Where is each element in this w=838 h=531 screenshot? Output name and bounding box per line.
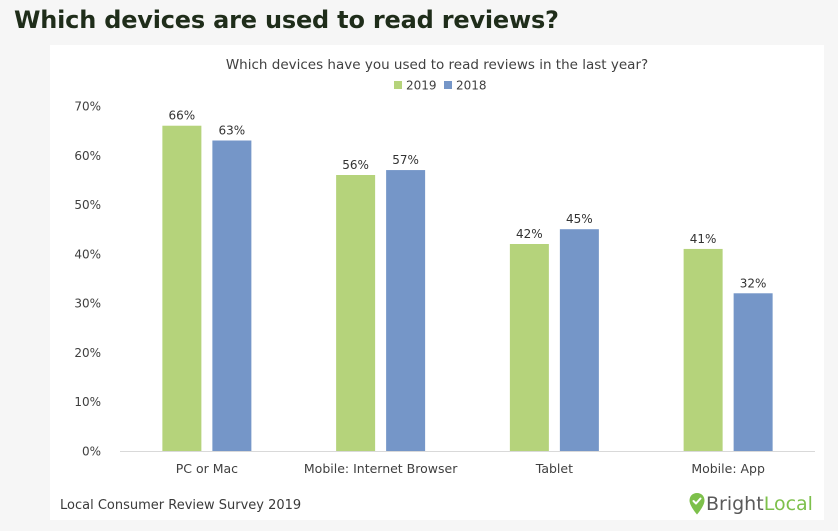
brand-name-second: Local: [763, 493, 813, 515]
legend-label-2019: 2019: [406, 79, 437, 93]
legend-label-2018: 2018: [456, 79, 487, 93]
bar-2019: [509, 244, 549, 451]
bar-2018: [386, 170, 426, 452]
brand-name-first: Bright: [706, 493, 764, 515]
y-tick-label: 60%: [74, 149, 101, 163]
y-tick-label: 30%: [74, 297, 101, 311]
page-headline: Which devices are used to read reviews?: [14, 6, 559, 34]
x-tick-label: Mobile: Internet Browser: [304, 461, 458, 476]
location-pin-icon: [689, 493, 705, 515]
legend-swatch-2019: [394, 81, 402, 89]
x-tick-label: Tablet: [535, 461, 573, 476]
y-tick-label: 10%: [74, 395, 101, 409]
y-tick-label: 70%: [74, 100, 101, 114]
data-label-2019: 66%: [169, 109, 196, 123]
bar-2019: [162, 125, 202, 451]
bar-2018: [212, 140, 252, 451]
brand-name: BrightLocal: [706, 493, 813, 515]
y-tick-label: 40%: [74, 247, 101, 261]
data-label-2018: 32%: [740, 276, 767, 290]
bar-2019: [683, 248, 723, 451]
data-label-2019: 42%: [516, 227, 543, 241]
legend-swatch-2018: [444, 81, 452, 89]
y-tick-label: 20%: [74, 346, 101, 360]
chart-panel: Which devices have you used to read revi…: [50, 45, 824, 520]
data-label-2018: 57%: [392, 153, 419, 167]
data-label-2018: 45%: [566, 212, 593, 226]
data-label-2018: 63%: [219, 124, 246, 138]
data-label-2019: 41%: [690, 232, 717, 246]
bar-2018: [733, 293, 773, 451]
chart-title: Which devices have you used to read revi…: [226, 57, 648, 73]
source-caption: Local Consumer Review Survey 2019: [60, 498, 302, 513]
bar-2019: [336, 175, 376, 451]
brand-logo: BrightLocal: [688, 492, 813, 516]
x-tick-label: Mobile: App: [691, 461, 765, 476]
bar-chart: Which devices have you used to read revi…: [74, 57, 815, 476]
y-tick-label: 50%: [74, 198, 101, 212]
x-tick-label: PC or Mac: [176, 461, 238, 476]
bar-2018: [559, 229, 599, 451]
data-label-2019: 56%: [342, 158, 369, 172]
y-tick-label: 0%: [82, 445, 101, 459]
